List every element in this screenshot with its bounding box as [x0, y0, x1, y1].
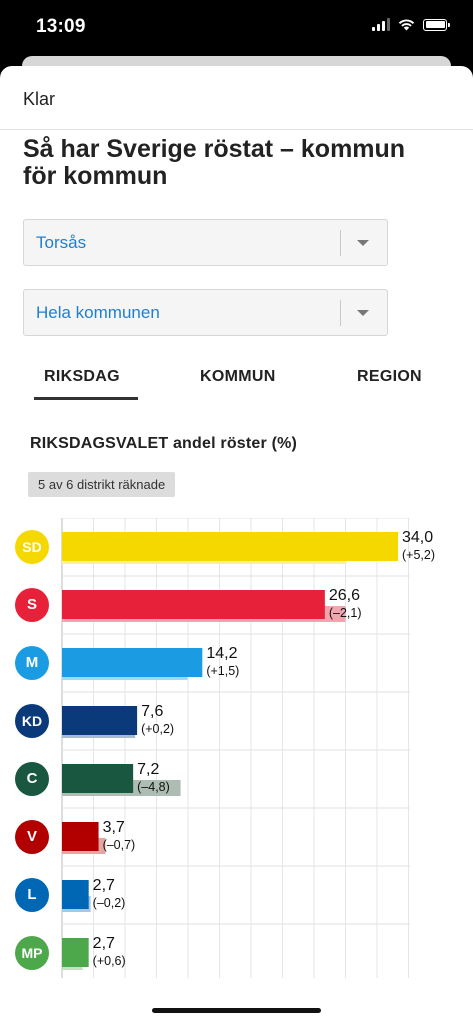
results-chart: SD 34,0 (+5,2) S 26,6 (–2,1) M 14,2 (+1,5) KD 7,6 (… — [0, 518, 473, 978]
modal-sheet: Klar Så har Sverige röstat – kommun för … — [0, 66, 473, 1023]
status-bar: 13:09 — [0, 0, 473, 56]
change-label-v: (–0,7) — [102, 838, 136, 852]
home-indicator — [152, 1008, 321, 1013]
party-badge-v: V — [15, 820, 49, 854]
chevron-down-icon — [357, 310, 369, 316]
bar-current-l — [62, 880, 89, 909]
chart-canvas — [61, 518, 410, 978]
bar-current-sd — [62, 532, 398, 561]
cellular-signal-icon — [372, 18, 390, 31]
bar-current-s — [62, 590, 325, 619]
sheet-header: Klar — [0, 66, 473, 130]
change-label-s: (–2,1) — [328, 606, 362, 620]
value-label-s: 26,6 — [328, 587, 360, 604]
election-tabs: RIKSDAG KOMMUN REGION — [0, 368, 473, 404]
value-label-kd: 7,6 — [141, 703, 164, 720]
page-title: Så har Sverige röstat – kommun för kommu… — [23, 135, 406, 190]
change-label-mp: (+0,6) — [92, 954, 126, 968]
value-label-m: 14,2 — [206, 645, 238, 662]
change-label-m: (+1,5) — [206, 664, 240, 678]
municipality-select[interactable]: Torsås — [23, 219, 388, 266]
bar-current-m — [62, 648, 203, 677]
done-button[interactable]: Klar — [23, 89, 56, 109]
party-badge-s: S — [15, 588, 49, 622]
change-label-l: (–0,2) — [92, 896, 126, 910]
section-title: RIKSDAGSVALET andel röster (%) — [30, 435, 298, 452]
bar-current-kd — [62, 706, 138, 735]
municipality-select-value: Torsås — [36, 233, 87, 252]
bar-current-v — [62, 822, 99, 851]
party-badge-kd: KD — [15, 704, 49, 738]
chevron-down-icon — [357, 240, 369, 246]
party-badge-sd: SD — [15, 530, 49, 564]
counted-districts-badge: 5 av 6 distrikt räknade — [28, 472, 176, 497]
battery-icon — [423, 18, 450, 31]
change-label-c: (–4,8) — [137, 780, 170, 794]
party-badge-m: M — [15, 646, 49, 680]
wifi-icon — [398, 19, 415, 31]
bar-current-mp — [62, 938, 89, 967]
tab-kommun[interactable]: KOMMUN — [200, 368, 276, 385]
change-label-kd: (+0,2) — [141, 722, 175, 736]
party-badge-c: C — [15, 762, 49, 796]
select-divider — [340, 230, 341, 256]
change-label-sd: (+5,2) — [402, 548, 436, 562]
value-label-sd: 34,0 — [402, 529, 434, 546]
party-badge-mp: MP — [15, 936, 49, 970]
district-select-value: Hela kommunen — [36, 303, 160, 322]
value-label-mp: 2,7 — [92, 935, 115, 952]
bar-current-c — [62, 764, 134, 793]
status-icons — [372, 18, 450, 31]
party-badge-l: L — [15, 878, 49, 912]
district-select[interactable]: Hela kommunen — [23, 289, 388, 336]
select-divider — [340, 300, 341, 326]
active-tab-indicator — [34, 397, 138, 400]
value-label-v: 3,7 — [102, 819, 125, 836]
value-label-c: 7,2 — [137, 761, 160, 778]
value-label-l: 2,7 — [92, 877, 115, 894]
tab-riksdag[interactable]: RIKSDAG — [44, 368, 120, 385]
tab-region[interactable]: REGION — [357, 368, 422, 385]
status-time: 13:09 — [36, 16, 86, 37]
